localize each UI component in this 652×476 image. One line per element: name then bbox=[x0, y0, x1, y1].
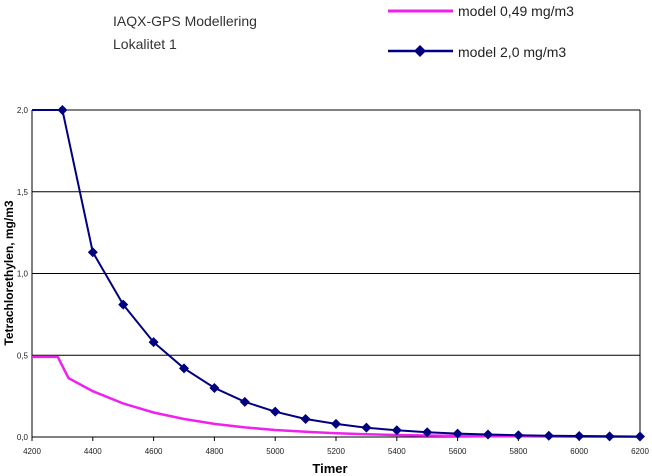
x-tick-label: 5800 bbox=[510, 447, 528, 456]
legend-marker-series-2 bbox=[414, 45, 426, 57]
chart-title: IAQX-GPS Modellering bbox=[113, 13, 257, 29]
data-point-marker bbox=[604, 431, 615, 442]
y-tick-label: 0,5 bbox=[17, 351, 29, 360]
grid-lines bbox=[32, 109, 640, 356]
y-tick-label: 2,0 bbox=[17, 106, 29, 115]
data-point-marker bbox=[422, 427, 433, 438]
data-point-marker bbox=[483, 429, 493, 440]
legend bbox=[388, 9, 453, 57]
data-point-marker bbox=[543, 430, 554, 441]
data-point-marker bbox=[118, 299, 129, 310]
x-tick-label: 4800 bbox=[206, 447, 224, 456]
data-point-marker bbox=[209, 382, 220, 393]
x-tick-label: 5400 bbox=[388, 447, 406, 456]
data-point-marker bbox=[452, 428, 463, 439]
data-point-marker bbox=[513, 430, 524, 441]
data-point-marker bbox=[270, 406, 281, 417]
y-tick-label: 1,0 bbox=[17, 270, 29, 279]
data-point-marker bbox=[57, 105, 68, 115]
y-axis-title: Tetrachlorethylen, mg/m3 bbox=[2, 200, 16, 345]
x-tick-label: 4200 bbox=[23, 447, 41, 456]
data-point-marker bbox=[331, 418, 341, 429]
x-tick-label: 5000 bbox=[266, 447, 284, 456]
data-point-marker bbox=[635, 431, 645, 442]
x-tick-label: 6000 bbox=[570, 447, 588, 456]
x-tick-label: 4600 bbox=[145, 447, 163, 456]
data-point-marker bbox=[179, 363, 189, 374]
legend-label-series-2: model 2,0 mg/m3 bbox=[458, 44, 567, 60]
data-point-marker bbox=[391, 425, 402, 436]
series-layer bbox=[32, 105, 645, 442]
data-point-marker bbox=[148, 337, 159, 348]
x-tick-label: 5600 bbox=[449, 447, 467, 456]
x-tick-label: 5200 bbox=[327, 447, 345, 456]
x-tick-label: 6200 bbox=[631, 447, 649, 456]
axes: 0,0 0,5 1,0 1,5 2,0 4200 4400 4600 4800 5000 5200 5… bbox=[17, 106, 650, 456]
legend-label-series-1: model 0,49 mg/m3 bbox=[458, 3, 574, 19]
y-tick-label: 1,5 bbox=[17, 188, 29, 197]
data-point-marker bbox=[300, 414, 311, 425]
x-axis-title: Timer bbox=[312, 461, 347, 476]
y-tick-label: 0,0 bbox=[17, 433, 29, 442]
x-tick-label: 4400 bbox=[84, 447, 102, 456]
data-point-marker bbox=[574, 431, 585, 442]
data-point-marker bbox=[239, 396, 250, 407]
chart-subtitle: Lokalitet 1 bbox=[113, 36, 177, 52]
data-point-marker bbox=[87, 247, 98, 258]
data-point-marker bbox=[361, 422, 372, 433]
